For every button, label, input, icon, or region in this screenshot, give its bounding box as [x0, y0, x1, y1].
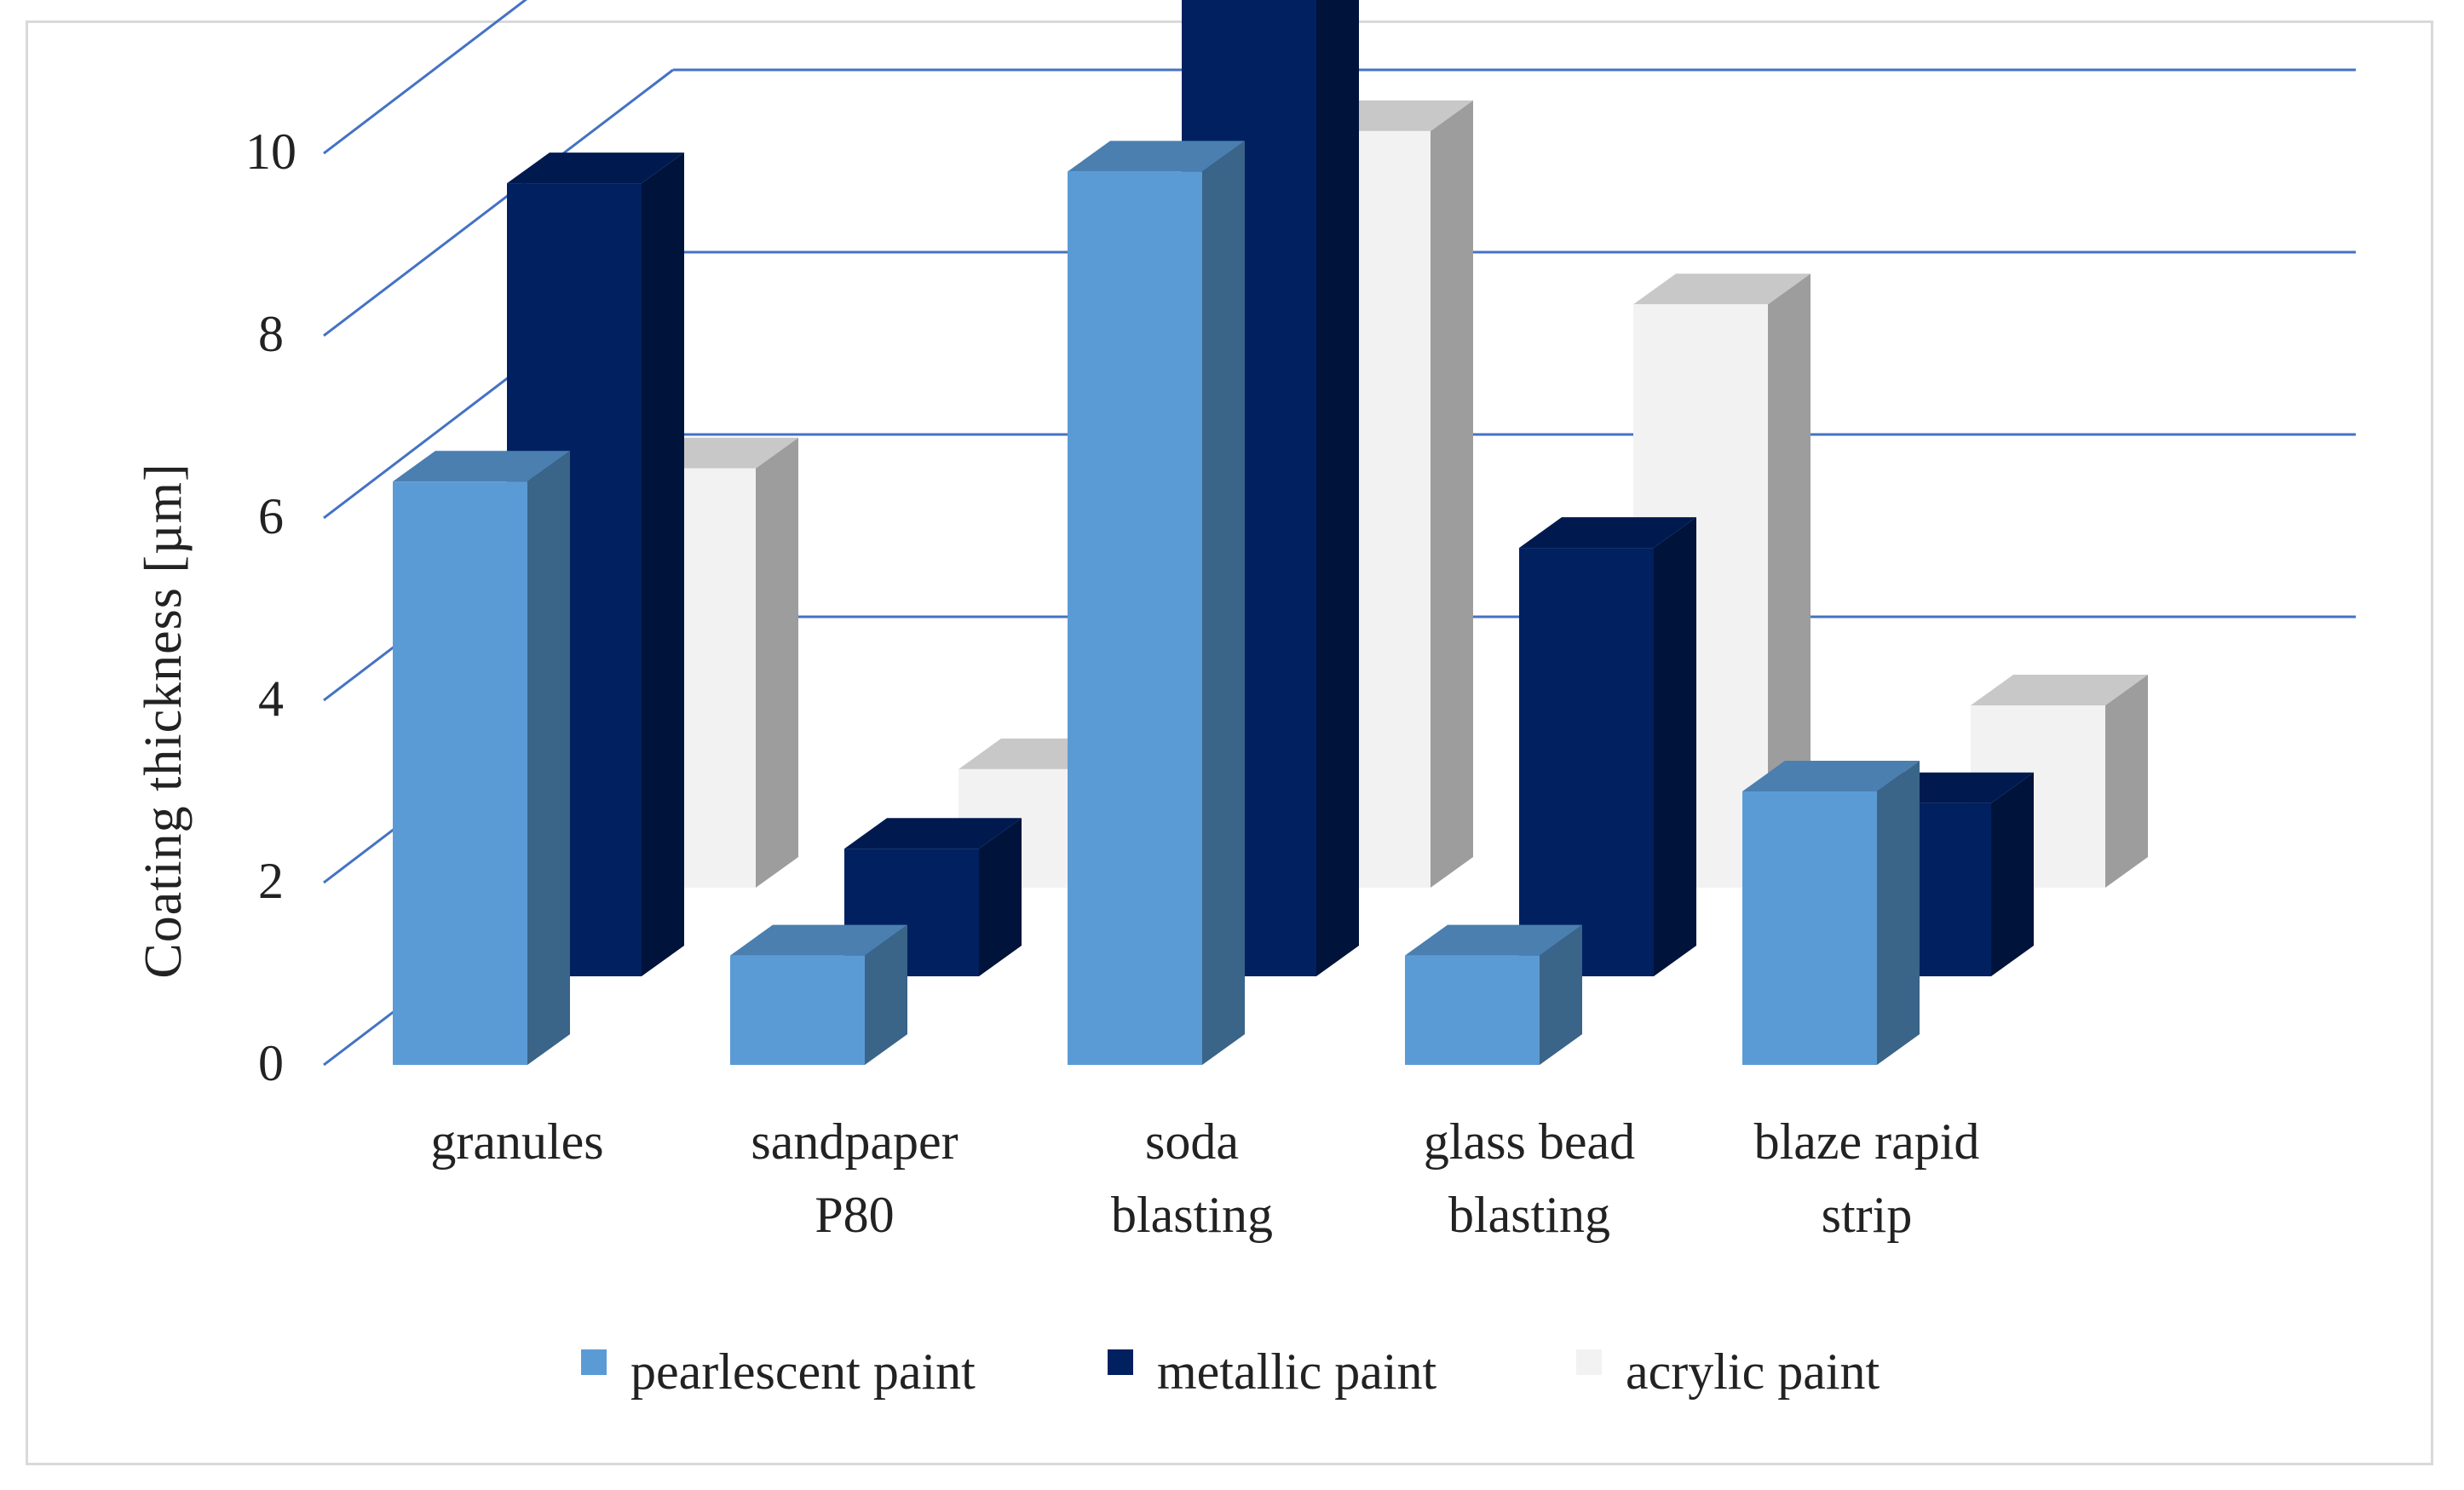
- y-axis-ticks: 024681012: [245, 124, 296, 1091]
- bar-pearlescent-0: [393, 451, 570, 1065]
- bar-top: [1068, 141, 1245, 172]
- legend-label: pearlescent paint: [630, 1343, 976, 1400]
- bar-top: [844, 818, 1022, 849]
- y-tick-label: 8: [258, 306, 284, 362]
- bar-pearlescent-4: [1742, 761, 1920, 1065]
- bar-side: [2105, 675, 2148, 888]
- y-tick-label: 0: [258, 1035, 284, 1091]
- bar-side: [1540, 924, 1582, 1065]
- bar-pearlescent-3: [1405, 924, 1582, 1065]
- legend-item-acrylic: acrylic paint: [1576, 1343, 1880, 1400]
- gridline-diagonal: [323, 0, 528, 155]
- bar-pearlescent-2: [1068, 141, 1245, 1065]
- bar-top: [1519, 517, 1696, 549]
- bar-side: [979, 818, 1022, 976]
- bar-side: [1991, 772, 2034, 976]
- bar-side: [1768, 273, 1811, 888]
- bar-side: [1202, 141, 1245, 1065]
- bar-front: [1405, 955, 1540, 1065]
- legend-swatch: [1576, 1349, 1602, 1375]
- bar-front: [730, 955, 865, 1065]
- bar-pearlescent-1: [730, 924, 907, 1065]
- bar-side: [1877, 761, 1920, 1065]
- bar-front: [1742, 791, 1877, 1065]
- bar-front: [393, 481, 527, 1065]
- bar-side: [642, 152, 684, 977]
- legend-item-metallic: metallic paint: [1108, 1343, 1437, 1400]
- bar-side: [1316, 0, 1359, 976]
- y-tick-label: 4: [258, 670, 284, 727]
- y-tick-label: 2: [258, 853, 284, 909]
- bar-front: [1068, 171, 1202, 1065]
- x-category-label: sandpaper P80: [751, 1113, 958, 1243]
- bars: [393, 0, 2148, 1065]
- y-axis-title: Coating thickness [µm]: [135, 463, 193, 978]
- y-tick-label: 6: [258, 488, 284, 544]
- legend: pearlescent paint metallic paint acrylic p…: [581, 1343, 1880, 1400]
- x-category-label: glass bead blasting: [1424, 1113, 1635, 1243]
- bar-front: [1519, 548, 1654, 976]
- bar-side: [527, 451, 570, 1065]
- legend-label: metallic paint: [1157, 1343, 1437, 1400]
- legend-label: acrylic paint: [1626, 1343, 1880, 1400]
- y-tick-label: 10: [245, 124, 296, 180]
- x-axis-labels: granules sandpaper P80 soda blasting glass be…: [430, 1113, 1979, 1243]
- gridline-diagonal: [323, 68, 674, 337]
- legend-item-pearlescent: pearlescent paint: [581, 1343, 976, 1400]
- x-category-label: blaze rapid strip: [1754, 1113, 1980, 1243]
- bar-side: [756, 437, 798, 888]
- bar-top: [1971, 675, 2148, 705]
- bar-top: [393, 451, 570, 482]
- bar-side: [865, 924, 907, 1065]
- legend-swatch: [581, 1349, 607, 1375]
- x-category-label: granules: [430, 1113, 603, 1170]
- bar-top: [1405, 924, 1582, 956]
- bar-top: [507, 152, 684, 184]
- bar-top: [1742, 761, 1920, 791]
- bar-side: [1654, 517, 1696, 976]
- bar-top: [1633, 273, 1811, 305]
- legend-swatch: [1108, 1349, 1133, 1375]
- bar-side: [1431, 100, 1473, 888]
- bar-metallic-3: [1519, 517, 1696, 976]
- bar-top: [730, 924, 907, 956]
- x-category-label: soda blasting: [1111, 1113, 1273, 1243]
